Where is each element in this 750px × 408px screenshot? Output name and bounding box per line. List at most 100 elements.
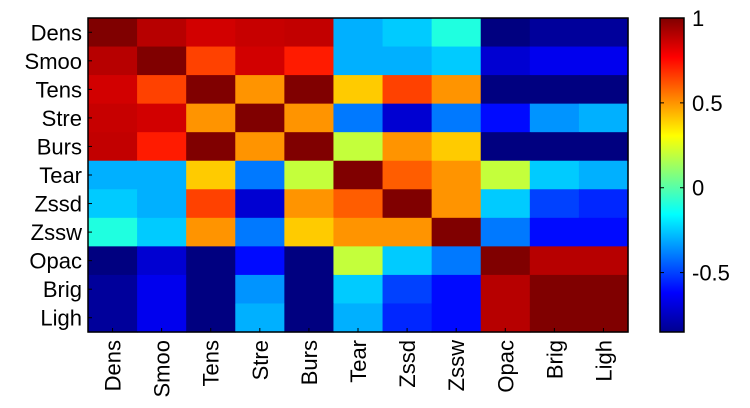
heatmap-cell-dens-dens [88, 18, 138, 48]
heatmap-cell-tear-brig [529, 160, 580, 190]
heatmap-cell-zssd-brig [529, 189, 580, 219]
x-tick-label-smoo: Smoo [150, 340, 175, 397]
heatmap-cell-brig-ligh [578, 274, 629, 305]
colorbar-tick-label: 0.5 [692, 91, 723, 116]
heatmap-cell-opac-zssd [382, 246, 433, 276]
heatmap-cell-stre-zssw [431, 103, 482, 133]
heatmap-cell-tear-tens [186, 160, 236, 190]
heatmap-cell-smoo-zssd [382, 46, 433, 76]
heatmap-cell-opac-stre [235, 246, 285, 276]
heatmap-cell-ligh-opac [480, 303, 531, 333]
heatmap-cell-burs-zssd [382, 132, 433, 162]
y-tick-label-stre: Stre [42, 106, 82, 131]
heatmap-cell-ligh-stre [235, 303, 285, 333]
heatmap-cell-smoo-ligh [578, 46, 629, 76]
heatmap-cell-brig-brig [529, 274, 580, 305]
colorbar-tick-label: 1 [692, 6, 704, 31]
heatmap-cell-ligh-dens [88, 303, 138, 333]
heatmap-cell-opac-smoo [137, 246, 187, 276]
heatmap-cell-tear-zssw [431, 160, 482, 190]
heatmap-cell-brig-burs [284, 274, 335, 305]
x-tick-label-tens: Tens [199, 340, 224, 386]
heatmap-cell-brig-opac [480, 274, 531, 305]
x-tick-label-dens: Dens [101, 340, 126, 391]
y-axis-tick-labels: Dens Smoo Tens Stre Burs Tear Zssd Zssw Opac Brig… [25, 20, 92, 331]
heatmap-cell-ligh-zssw [431, 303, 482, 333]
x-tick-label-zssd: Zssd [395, 340, 420, 388]
heatmap-cell-stre-dens [88, 103, 138, 133]
heatmap-cell-burs-burs [284, 132, 335, 162]
heatmap-cell-ligh-brig [529, 303, 580, 333]
y-tick-label-tear: Tear [39, 163, 82, 188]
heatmap-cell-zssw-dens [88, 217, 138, 247]
heatmap-cell-dens-brig [529, 18, 580, 48]
heatmap-cell-zssd-burs [284, 189, 335, 219]
heatmap-cell-zssd-tear [333, 189, 384, 219]
heatmap-cell-brig-tear [333, 274, 384, 305]
heatmap-cell-dens-burs [284, 18, 335, 48]
heatmap-cell-opac-dens [88, 246, 138, 276]
heatmap-cell-tens-zssd [382, 75, 433, 105]
heatmap-cell-tens-burs [284, 75, 335, 105]
heatmap-cell-zssd-stre [235, 189, 285, 219]
x-tick-label-ligh: Ligh [591, 340, 616, 382]
heatmap-cell-smoo-smoo [137, 46, 187, 76]
heatmap-cell-tear-zssd [382, 160, 433, 190]
heatmap-cell-tens-tens [186, 75, 236, 105]
x-tick-label-brig: Brig [542, 340, 567, 379]
heatmap-cell-brig-smoo [137, 274, 187, 305]
y-tick-label-opac: Opac [29, 249, 82, 274]
heatmap-cell-zssw-tear [333, 217, 384, 247]
heatmap-cell-zssw-zssd [382, 217, 433, 247]
x-tick-label-opac: Opac [493, 340, 518, 393]
heatmap-cell-dens-zssd [382, 18, 433, 48]
heatmap-cell-stre-smoo [137, 103, 187, 133]
heatmap-cells [88, 18, 629, 333]
heatmap-cell-dens-ligh [578, 18, 629, 48]
heatmap-cell-zssd-opac [480, 189, 531, 219]
heatmap-cell-zssw-ligh [578, 217, 629, 247]
y-tick-label-burs: Burs [37, 134, 82, 159]
heatmap-cell-burs-zssw [431, 132, 482, 162]
heatmap-cell-smoo-brig [529, 46, 580, 76]
heatmap-cell-opac-tens [186, 246, 236, 276]
heatmap-cell-stre-stre [235, 103, 285, 133]
y-tick-label-zssw: Zssw [31, 220, 82, 245]
x-tick-label-stre: Stre [248, 340, 273, 380]
colorbar-tick-labels: 1 0.5 0 -0.5 [660, 6, 730, 286]
heatmap-cell-zssw-tens [186, 217, 236, 247]
heatmap-cell-tens-stre [235, 75, 285, 105]
heatmap-cell-opac-tear [333, 246, 384, 276]
heatmap-cell-tear-tear [333, 160, 384, 190]
heatmap-cell-tens-brig [529, 75, 580, 105]
heatmap-cell-tear-stre [235, 160, 285, 190]
heatmap-cell-ligh-tear [333, 303, 384, 333]
y-tick-label-zssd: Zssd [34, 192, 82, 217]
y-tick-label-brig: Brig [43, 277, 82, 302]
x-tick-label-burs: Burs [297, 340, 322, 385]
heatmap-cell-burs-dens [88, 132, 138, 162]
heatmap-cell-tens-zssw [431, 75, 482, 105]
heatmap-cell-ligh-smoo [137, 303, 187, 333]
heatmap-cell-zssd-smoo [137, 189, 187, 219]
heatmap-cell-zssd-dens [88, 189, 138, 219]
heatmap-cell-dens-tear [333, 18, 384, 48]
heatmap-cell-stre-tens [186, 103, 236, 133]
heatmap-cell-zssd-zssw [431, 189, 482, 219]
heatmap-cell-dens-opac [480, 18, 531, 48]
heatmap-cell-burs-smoo [137, 132, 187, 162]
heatmap-cell-brig-dens [88, 274, 138, 305]
heatmap-cell-tear-dens [88, 160, 138, 190]
heatmap-cell-ligh-burs [284, 303, 335, 333]
heatmap-cell-tens-smoo [137, 75, 187, 105]
heatmap-cell-zssd-zssd [382, 189, 433, 219]
x-tick-label-zssw: Zssw [444, 340, 469, 391]
y-tick-label-dens: Dens [31, 20, 82, 45]
heatmap-cell-smoo-stre [235, 46, 285, 76]
heatmap-cell-brig-stre [235, 274, 285, 305]
heatmap-cell-smoo-tens [186, 46, 236, 76]
heatmap-cell-stre-opac [480, 103, 531, 133]
heatmap-cell-tear-opac [480, 160, 531, 190]
heatmap-cell-tens-opac [480, 75, 531, 105]
